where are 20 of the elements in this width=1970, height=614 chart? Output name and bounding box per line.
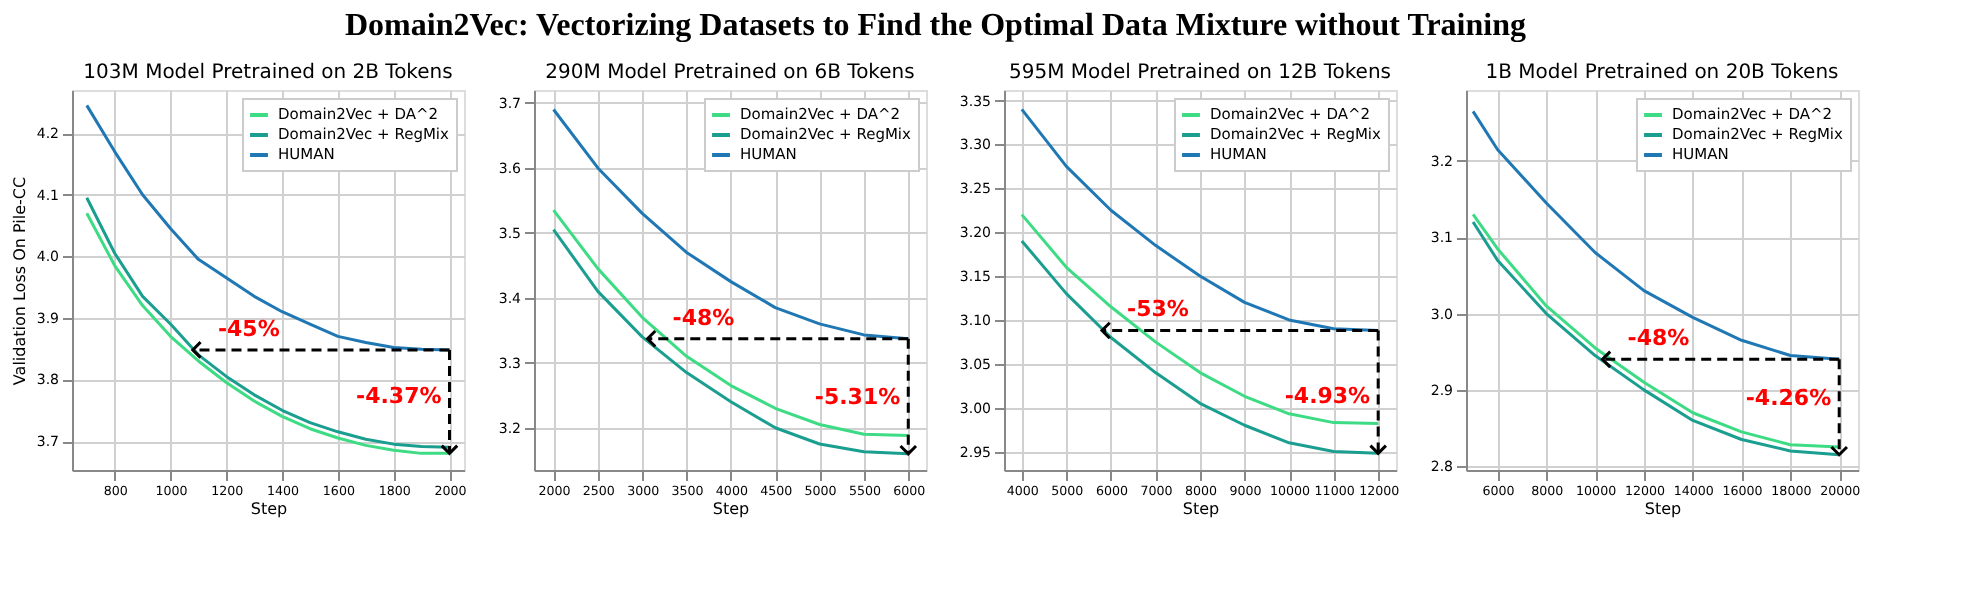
x-axis-title: Step bbox=[712, 499, 750, 518]
annotation: -48% bbox=[672, 304, 735, 331]
annotation: -4.26% bbox=[1745, 384, 1832, 411]
chart-title: 290M Model Pretrained on 6B Tokens bbox=[545, 62, 915, 84]
line-series bbox=[552, 228, 910, 456]
chart-title: 103M Model Pretrained on 2B Tokens bbox=[83, 62, 453, 84]
annotation: -4.93% bbox=[1284, 383, 1371, 410]
y-axis-title: Validation Loss On Pile-CC bbox=[10, 176, 29, 386]
chart-title: 595M Model Pretrained on 12B Tokens bbox=[1008, 62, 1392, 84]
line-series bbox=[1020, 239, 1380, 455]
x-axis-title: Step bbox=[1644, 499, 1682, 518]
annotation: -4.37% bbox=[356, 383, 442, 410]
annotation: -53% bbox=[1127, 296, 1189, 323]
annotation: -48% bbox=[1627, 325, 1690, 352]
text: Domain2Vec: Vectorizing Datasets to Find the Optimal Data Mixture without Training bbox=[344, 9, 1526, 43]
x-axis-title: Step bbox=[250, 499, 288, 518]
annotation: -5.31% bbox=[814, 383, 901, 410]
chart-title: 1B Model Pretrained on 20B Tokens bbox=[1485, 62, 1839, 84]
x-axis-title: Step bbox=[1182, 499, 1220, 518]
annotation: -45% bbox=[217, 315, 280, 342]
